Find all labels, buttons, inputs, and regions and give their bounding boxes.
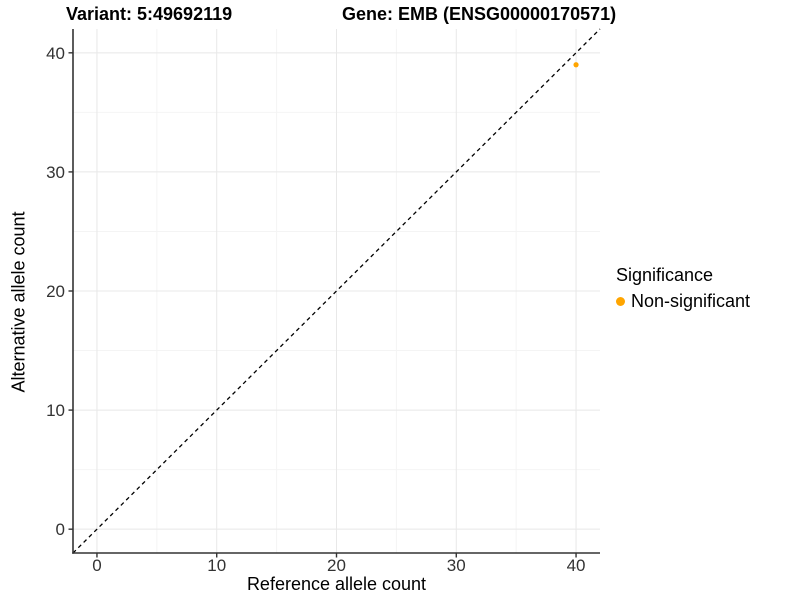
legend-point-icon: [616, 297, 625, 306]
y-tick-label: 0: [56, 520, 65, 539]
y-axis-title: Alternative allele count: [8, 211, 29, 393]
y-tick-label: 10: [46, 401, 65, 420]
y-tick-label: 30: [46, 163, 65, 182]
x-tick-label: 10: [207, 556, 226, 575]
legend: Significance Non-significant: [616, 265, 750, 312]
x-tick-label: 0: [92, 556, 101, 575]
gene-title: Gene: EMB (ENSG00000170571): [342, 4, 617, 24]
variant-title: Variant: 5:49692119: [66, 4, 233, 24]
y-tick-label: 40: [46, 44, 65, 63]
legend-item-label: Non-significant: [631, 291, 751, 311]
x-axis-title: Reference allele count: [246, 574, 427, 594]
identity-dashed-line: [72, 28, 601, 554]
x-tick-label: 40: [567, 556, 586, 575]
legend-item: Non-significant: [616, 291, 750, 312]
x-tick-label: 20: [327, 556, 346, 575]
legend-title: Significance: [616, 265, 714, 285]
data-point: [573, 62, 579, 68]
y-tick-label: 20: [46, 282, 65, 301]
x-tick-label: 30: [447, 556, 466, 575]
